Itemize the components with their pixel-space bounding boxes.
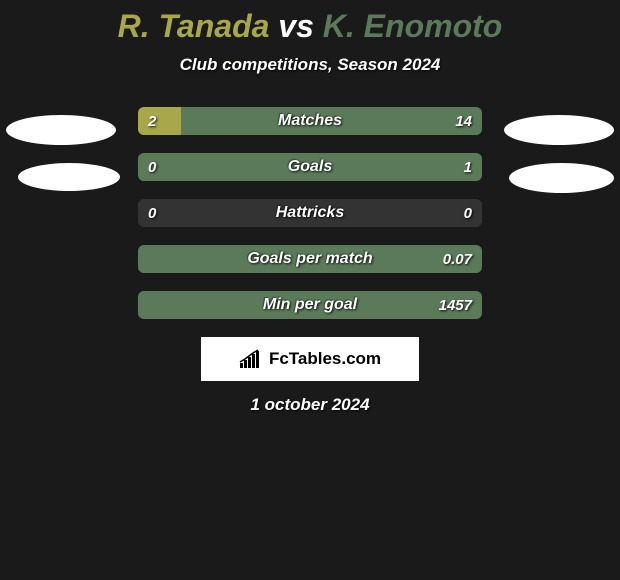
stat-row-min-per-goal: Min per goal 1457	[138, 291, 482, 319]
stats-area: 2 Matches 14 0 Goals 1 0 Hattricks 0	[0, 107, 620, 319]
left-player-avatar-placeholder	[6, 115, 116, 145]
stat-left-value: 2	[138, 107, 166, 135]
title-vs: vs	[278, 8, 314, 44]
comparison-card: R. Tanada vs K. Enomoto Club competition…	[0, 0, 620, 415]
stat-right-fill	[138, 245, 482, 273]
stat-row-goals-per-match: Goals per match 0.07	[138, 245, 482, 273]
date-label: 1 october 2024	[0, 395, 620, 415]
stat-bars: 2 Matches 14 0 Goals 1 0 Hattricks 0	[138, 107, 482, 319]
stat-left-value	[138, 291, 158, 319]
left-player-avatar-placeholder	[18, 163, 120, 191]
subtitle: Club competitions, Season 2024	[0, 55, 620, 75]
right-player-avatar-placeholder	[509, 163, 614, 193]
stat-left-value: 0	[138, 199, 166, 227]
stat-right-fill	[138, 153, 482, 181]
bar-chart-icon	[239, 349, 263, 369]
stat-right-value: 1457	[429, 291, 482, 319]
title-left-player: R. Tanada	[118, 8, 270, 44]
stat-left-value	[138, 245, 158, 273]
stat-right-fill	[181, 107, 482, 135]
right-player-avatar-placeholder	[504, 115, 614, 145]
stat-right-value: 1	[454, 153, 482, 181]
stat-right-value: 0	[454, 199, 482, 227]
stat-left-value: 0	[138, 153, 166, 181]
stat-row-goals: 0 Goals 1	[138, 153, 482, 181]
source-logo[interactable]: FcTables.com	[201, 337, 419, 381]
page-title: R. Tanada vs K. Enomoto	[0, 8, 620, 45]
stat-row-hattricks: 0 Hattricks 0	[138, 199, 482, 227]
title-right-player: K. Enomoto	[323, 8, 503, 44]
stat-label: Hattricks	[138, 199, 482, 227]
logo-text: FcTables.com	[269, 349, 381, 369]
stat-row-matches: 2 Matches 14	[138, 107, 482, 135]
stat-right-value: 14	[445, 107, 482, 135]
stat-right-value: 0.07	[433, 245, 482, 273]
